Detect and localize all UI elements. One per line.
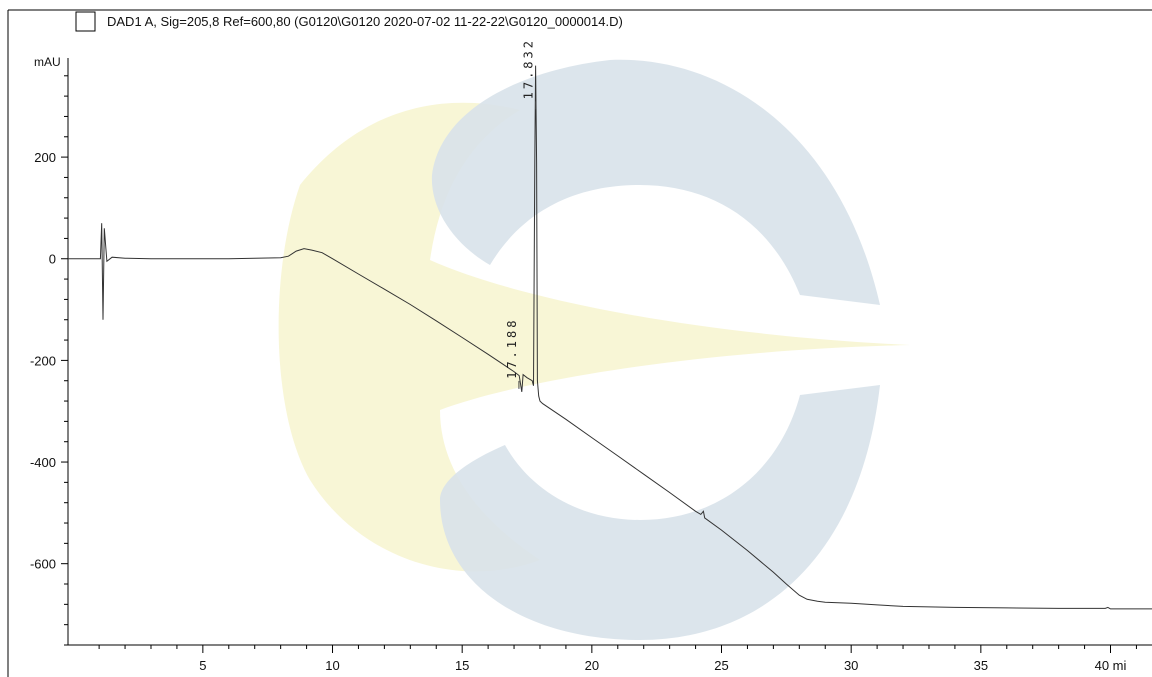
peak-label: 17.832 bbox=[522, 38, 536, 99]
x-tick-label: 30 bbox=[844, 658, 858, 673]
signal-legend-label: DAD1 A, Sig=205,8 Ref=600,80 (G0120\G012… bbox=[107, 14, 623, 29]
watermark-yellow-shape bbox=[278, 102, 910, 572]
watermark-logo bbox=[278, 59, 910, 640]
x-tick-label: 15 bbox=[455, 658, 469, 673]
watermark-blue-upper-arc bbox=[431, 59, 880, 305]
x-tick-label: 10 bbox=[325, 658, 339, 673]
y-ticks-group: 200 0 -200 -400 -600 bbox=[30, 75, 68, 646]
watermark-blue-lower-arc bbox=[440, 385, 880, 640]
x-tick-label: 5 bbox=[199, 658, 206, 673]
x-tick-label: 40 mi bbox=[1095, 658, 1127, 673]
x-tick-label: 20 bbox=[585, 658, 599, 673]
x-tick-label: 25 bbox=[714, 658, 728, 673]
x-ticks-group: 5 10 15 20 25 30 35 40 mi bbox=[98, 645, 1137, 673]
legend-checkbox[interactable] bbox=[75, 11, 96, 32]
y-tick-label: 200 bbox=[34, 150, 56, 165]
peak-label: 17.188 bbox=[505, 318, 519, 379]
trace-group bbox=[68, 65, 1152, 610]
x-tick-label: 35 bbox=[974, 658, 988, 673]
y-tick-label: -200 bbox=[30, 353, 56, 368]
y-tick-label: 0 bbox=[49, 252, 56, 267]
y-tick-label: -400 bbox=[30, 455, 56, 470]
signal-trace-line bbox=[68, 65, 1152, 610]
peak-labels-group: 17.188 17.832 bbox=[505, 38, 537, 389]
y-axis-label: mAU bbox=[34, 55, 61, 69]
y-tick-label: -600 bbox=[30, 557, 56, 572]
